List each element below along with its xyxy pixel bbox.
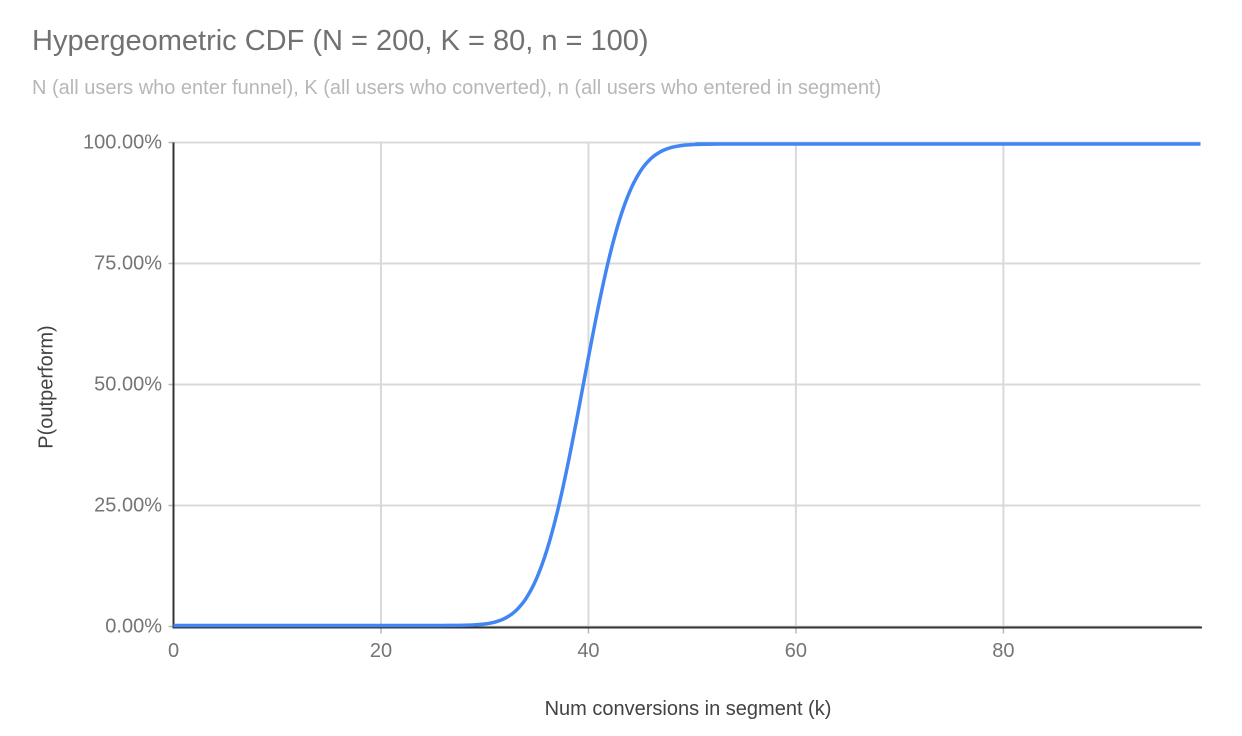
cdf-curve xyxy=(173,142,1201,628)
chart-title: Hypergeometric CDF (N = 200, K = 80, n =… xyxy=(32,25,649,57)
y-tick-label: 25.00% xyxy=(94,494,162,516)
y-tick-label: 0.00% xyxy=(105,615,162,637)
x-tick-label: 40 xyxy=(577,640,600,662)
chart-subtitle: N (all users who enter funnel), K (all u… xyxy=(32,77,882,99)
x-tick-label: 80 xyxy=(992,640,1015,662)
x-axis-title: Num conversions in segment (k) xyxy=(544,698,832,720)
x-tick-label: 60 xyxy=(784,640,808,662)
y-tick-label: 100.00% xyxy=(83,131,162,153)
y-tick-label: 75.00% xyxy=(94,252,162,274)
y-tick-label: 50.00% xyxy=(94,373,162,395)
x-tick-label: 0 xyxy=(167,640,180,662)
x-tick-label: 20 xyxy=(369,640,393,662)
